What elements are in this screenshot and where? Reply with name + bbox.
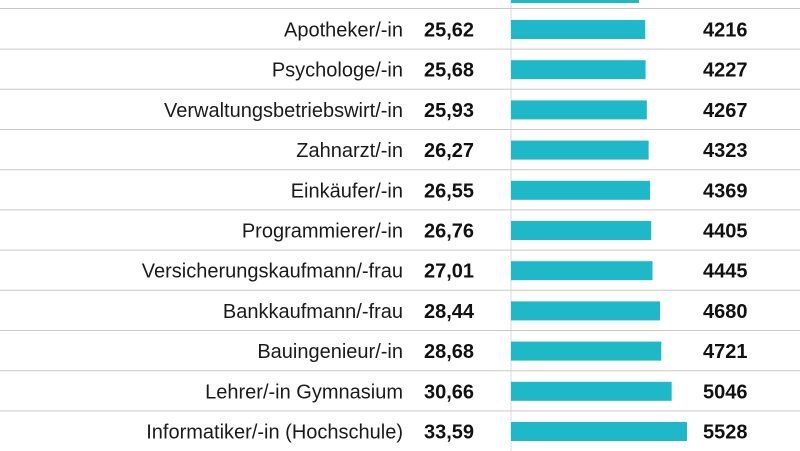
monthly-value-label: 4267 <box>703 100 748 122</box>
category-label: Bauingenieur/-in <box>257 341 403 363</box>
hourly-value-label: 25,68 <box>424 60 474 82</box>
monthly-value-label: 4216 <box>703 20 748 42</box>
category-label: Einkäufer/-in <box>291 180 403 202</box>
bar <box>511 100 647 120</box>
category-label: Bankkaufmann/-frau <box>223 301 403 323</box>
category-label: Versicherungskaufmann/-frau <box>142 261 403 283</box>
monthly-value-label: 4323 <box>703 140 748 162</box>
category-label: Verwaltungsbetriebswirt/-in <box>164 100 403 122</box>
monthly-value-label: 4721 <box>703 341 748 363</box>
category-label: Programmierer/-in <box>242 221 403 243</box>
monthly-value-label: 4445 <box>703 261 748 283</box>
hourly-value-label: 30,66 <box>424 381 474 403</box>
monthly-value-label: 4369 <box>703 180 748 202</box>
hourly-value-label: 26,27 <box>424 140 474 162</box>
category-label: Psychologe/-in <box>272 60 403 82</box>
monthly-value-label: 4227 <box>703 60 748 82</box>
bar <box>511 221 652 240</box>
monthly-value-label: 4405 <box>703 221 748 243</box>
category-label: Zahnarzt/-in <box>296 140 403 162</box>
category-label: Lehrer/-in Gymnasium <box>205 381 403 403</box>
bar-partial-top <box>511 0 639 3</box>
monthly-value-label: 5528 <box>703 422 748 444</box>
hourly-value-label: 25,62 <box>424 20 474 42</box>
bar <box>511 341 662 361</box>
bar <box>511 140 649 160</box>
hourly-value-label: 28,68 <box>424 341 474 363</box>
bar <box>511 301 661 321</box>
hourly-value-label: 27,01 <box>424 261 474 283</box>
bar <box>511 381 672 401</box>
bar <box>511 60 646 80</box>
hourly-value-label: 25,93 <box>424 100 474 122</box>
bar <box>511 20 646 39</box>
bar <box>511 422 687 441</box>
hourly-value-label: 28,44 <box>424 301 475 323</box>
bar <box>511 180 651 200</box>
hourly-value-label: 26,55 <box>424 180 474 202</box>
monthly-value-label: 4680 <box>703 301 748 323</box>
hourly-value-label: 33,59 <box>424 422 474 444</box>
category-label: Apotheker/-in <box>284 20 403 42</box>
hourly-value-label: 26,76 <box>424 221 474 243</box>
monthly-value-label: 5046 <box>703 381 748 403</box>
category-label: Informatiker/-in (Hochschule) <box>146 422 403 444</box>
bar <box>511 261 653 281</box>
